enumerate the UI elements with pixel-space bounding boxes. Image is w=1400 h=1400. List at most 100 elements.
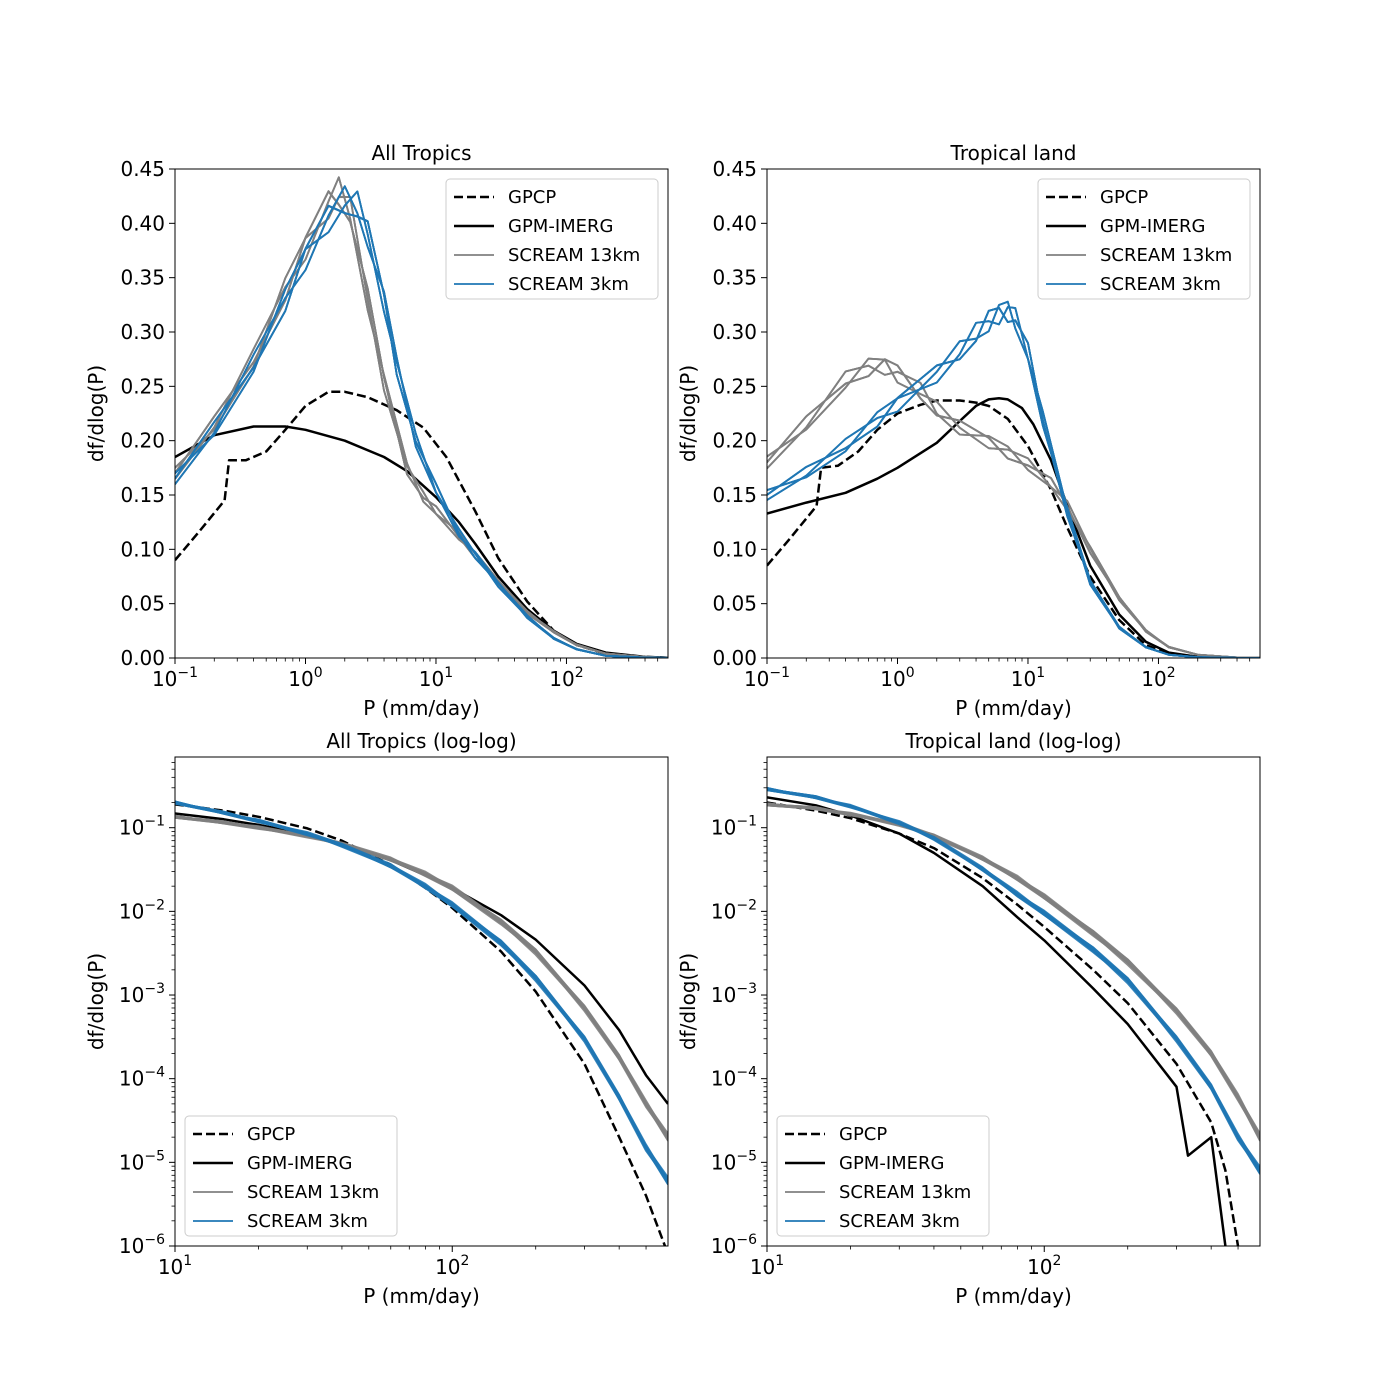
y-axis-label: df/dlog(P) xyxy=(676,365,700,462)
legend: GPCP GPM-IMERG SCREAM 13km SCREAM 3km xyxy=(445,178,659,300)
series-line-gpm-imerg xyxy=(767,796,1227,1246)
x-tick-label: 102 xyxy=(1027,1253,1061,1279)
y-tick-label: 0.20 xyxy=(712,429,757,453)
legend-label: SCREAM 13km xyxy=(508,245,640,266)
y-tick-label: 0.40 xyxy=(712,211,757,235)
legend-box xyxy=(184,1115,398,1237)
legend-label: GPCP xyxy=(508,187,556,208)
panel-1: 10−1 100 101 102 0.00 0.05 0.10 0.15 0.20 0.25 0.3… xyxy=(84,141,669,720)
x-tick-label: 10−1 xyxy=(152,665,198,691)
legend: GPCP GPM-IMERG SCREAM 13km SCREAM 3km xyxy=(1037,178,1251,300)
x-tick-label: 100 xyxy=(880,665,914,691)
x-axis-label: P (mm/day) xyxy=(363,1284,480,1308)
y-tick-label: 0.15 xyxy=(120,483,165,507)
y-tick-label: 0.35 xyxy=(712,266,757,290)
x-tick-label: 102 xyxy=(549,665,583,691)
y-tick-label: 10−6 xyxy=(711,1232,757,1258)
y-tick-label: 10−5 xyxy=(711,1148,757,1174)
y-tick-label: 10−2 xyxy=(711,897,757,923)
y-tick-label: 0.40 xyxy=(120,211,165,235)
axes-frame xyxy=(174,756,669,1247)
y-tick-label: 10−2 xyxy=(119,897,165,923)
legend-label: SCREAM 13km xyxy=(247,1182,379,1203)
x-tick-label: 101 xyxy=(750,1253,784,1279)
series-line-gpcp xyxy=(767,801,1240,1246)
legend-label: GPCP xyxy=(839,1124,887,1145)
series-line-scream-3km-member-10 xyxy=(175,205,668,658)
plot-area xyxy=(767,787,1260,1246)
x-tick-label: 101 xyxy=(158,1253,192,1279)
plot-area xyxy=(175,176,668,658)
x-axis-label: P (mm/day) xyxy=(955,1284,1072,1308)
y-tick-label: 10−5 xyxy=(119,1148,165,1174)
legend-label: SCREAM 13km xyxy=(1100,245,1232,266)
y-tick-label: 0.35 xyxy=(120,266,165,290)
y-tick-label: 0.45 xyxy=(120,157,165,181)
legend-label: GPM-IMERG xyxy=(247,1153,353,1174)
y-tick-label: 0.10 xyxy=(120,537,165,561)
legend-label: SCREAM 3km xyxy=(1100,274,1221,295)
legend-box xyxy=(776,1115,990,1237)
legend-box xyxy=(445,178,659,300)
panel-title: Tropical land xyxy=(950,141,1077,165)
x-tick-label: 101 xyxy=(419,665,453,691)
y-tick-label: 10−1 xyxy=(119,814,165,840)
legend: GPCP GPM-IMERG SCREAM 13km SCREAM 3km xyxy=(184,1115,398,1237)
y-axis-label: df/dlog(P) xyxy=(84,953,108,1050)
y-tick-label: 10−6 xyxy=(119,1232,165,1258)
y-axis-label: df/dlog(P) xyxy=(676,953,700,1050)
legend-label: GPM-IMERG xyxy=(508,216,614,237)
plot-area xyxy=(175,800,668,1246)
x-tick-label: 102 xyxy=(435,1253,469,1279)
y-tick-label: 0.05 xyxy=(120,592,165,616)
y-tick-label: 0.30 xyxy=(712,320,757,344)
y-axis-label: df/dlog(P) xyxy=(84,365,108,462)
y-tick-label: 0.00 xyxy=(120,646,165,670)
x-axis-label: P (mm/day) xyxy=(955,696,1072,720)
panel-title: Tropical land (log-log) xyxy=(904,729,1121,753)
panel-3: 101 102 10−6 10−5 10−4 10−3 10−2 10−1 All Tropic… xyxy=(84,729,669,1308)
y-tick-label: 0.30 xyxy=(120,320,165,344)
y-tick-label: 0.15 xyxy=(712,483,757,507)
legend-label: GPCP xyxy=(247,1124,295,1145)
x-tick-label: 101 xyxy=(1011,665,1045,691)
series-line-gpm-imerg xyxy=(767,397,1260,658)
y-tick-label: 0.10 xyxy=(712,537,757,561)
legend-box xyxy=(1037,178,1251,300)
series-line-scream-13km-member-10 xyxy=(767,803,1260,1141)
legend-label: SCREAM 3km xyxy=(839,1211,960,1232)
panel-title: All Tropics xyxy=(371,141,471,165)
series-line-scream-3km-member-10 xyxy=(767,788,1260,1174)
y-tick-label: 0.00 xyxy=(712,646,757,670)
x-axis-label: P (mm/day) xyxy=(363,696,480,720)
x-tick-label: 100 xyxy=(288,665,322,691)
legend-label: SCREAM 3km xyxy=(247,1211,368,1232)
x-tick-label: 10−1 xyxy=(744,665,790,691)
legend-label: GPM-IMERG xyxy=(839,1153,945,1174)
panel-4: 101 102 10−6 10−5 10−4 10−3 10−2 10−1 Tropical l… xyxy=(676,729,1261,1308)
y-tick-label: 10−3 xyxy=(119,981,165,1007)
series-line-scream-3km-member-10 xyxy=(767,307,1260,658)
axes-frame xyxy=(174,168,669,659)
y-tick-label: 0.05 xyxy=(712,592,757,616)
y-tick-label: 10−4 xyxy=(711,1065,757,1091)
legend-label: SCREAM 13km xyxy=(839,1182,971,1203)
y-tick-label: 0.45 xyxy=(712,157,757,181)
series-line-gpcp xyxy=(175,803,667,1246)
y-tick-label: 10−1 xyxy=(711,814,757,840)
axes-frame xyxy=(766,168,1261,659)
series-line-scream-13km-member-10 xyxy=(767,358,1260,658)
axes-frame xyxy=(766,756,1261,1247)
legend-label: GPM-IMERG xyxy=(1100,216,1206,237)
legend: GPCP GPM-IMERG SCREAM 13km SCREAM 3km xyxy=(776,1115,990,1237)
plot-area xyxy=(767,300,1260,658)
y-tick-label: 10−4 xyxy=(119,1065,165,1091)
y-tick-label: 0.20 xyxy=(120,429,165,453)
y-tick-label: 0.25 xyxy=(712,374,757,398)
legend-label: SCREAM 3km xyxy=(508,274,629,295)
panel-title: All Tropics (log-log) xyxy=(326,729,516,753)
series-line-scream-13km-member-10 xyxy=(175,815,668,1141)
x-tick-label: 102 xyxy=(1141,665,1175,691)
legend-label: GPCP xyxy=(1100,187,1148,208)
